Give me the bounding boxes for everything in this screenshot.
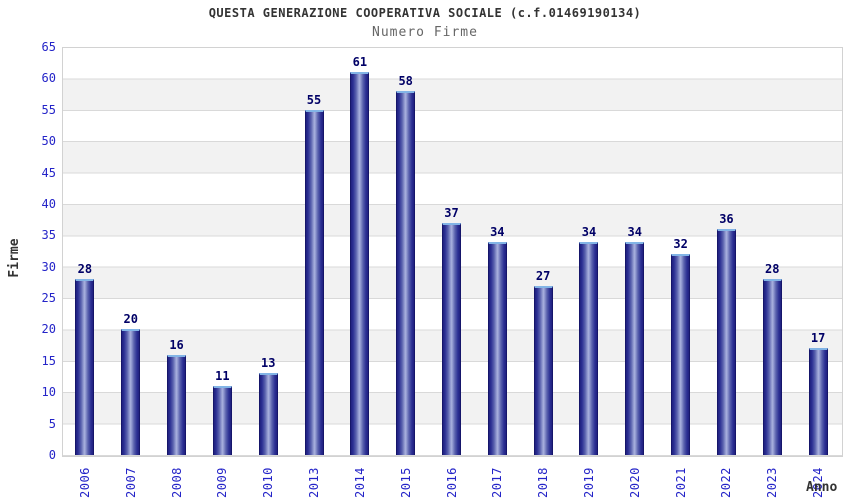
bar[interactable] bbox=[75, 279, 95, 455]
y-axis-title: Firme bbox=[7, 238, 22, 278]
x-tick-label: 2023 bbox=[765, 467, 780, 498]
bar[interactable] bbox=[304, 109, 324, 455]
bar[interactable] bbox=[762, 279, 782, 455]
bar[interactable] bbox=[258, 373, 278, 455]
x-tick-label: 2015 bbox=[398, 467, 413, 498]
x-tick-label: 2009 bbox=[215, 467, 230, 498]
x-tick-label: 2018 bbox=[536, 467, 551, 498]
y-tick-label: 45 bbox=[41, 165, 56, 180]
bar[interactable] bbox=[121, 329, 141, 455]
x-tick-label: 2008 bbox=[169, 467, 184, 498]
chart-subtitle: Numero Firme bbox=[372, 25, 478, 40]
y-tick-label: 55 bbox=[41, 102, 56, 117]
x-tick-label: 2020 bbox=[627, 467, 642, 498]
x-tick-label: 2016 bbox=[444, 467, 459, 498]
bar[interactable] bbox=[167, 354, 187, 455]
y-tick-label: 60 bbox=[41, 71, 56, 86]
y-tick-label: 40 bbox=[41, 196, 56, 211]
bar[interactable] bbox=[442, 222, 461, 455]
x-tick-label: 2006 bbox=[77, 467, 92, 498]
x-tick-label: 2021 bbox=[673, 467, 688, 498]
bar[interactable] bbox=[212, 385, 232, 455]
x-tick-label: 2007 bbox=[123, 467, 138, 498]
bar[interactable] bbox=[808, 348, 828, 455]
x-tick-label: 2019 bbox=[581, 467, 596, 498]
bar[interactable] bbox=[487, 241, 507, 455]
y-tick-label: 65 bbox=[41, 40, 56, 54]
x-tick-label: 2010 bbox=[261, 467, 276, 498]
y-tick-label: 10 bbox=[41, 385, 56, 400]
y-tick-label: 0 bbox=[48, 448, 56, 462]
bar[interactable] bbox=[671, 254, 691, 455]
bar[interactable] bbox=[716, 229, 736, 455]
y-tick-label: 25 bbox=[41, 291, 56, 306]
bar[interactable] bbox=[350, 72, 370, 455]
x-tick-label: 2017 bbox=[490, 467, 505, 498]
y-tick-label: 50 bbox=[41, 134, 56, 149]
bar[interactable] bbox=[533, 285, 553, 455]
y-tick-label: 15 bbox=[41, 353, 56, 368]
chart-title: QUESTA GENERAZIONE COOPERATIVA SOCIALE (… bbox=[208, 6, 642, 20]
bar[interactable] bbox=[579, 241, 599, 455]
x-axis-title: Anno bbox=[806, 480, 838, 495]
x-tick-label: 2013 bbox=[307, 467, 322, 498]
x-tick-label: 2022 bbox=[719, 467, 734, 498]
bar[interactable] bbox=[625, 241, 645, 455]
bar[interactable] bbox=[396, 90, 416, 455]
y-tick-label: 20 bbox=[41, 322, 56, 337]
y-tick-label: 5 bbox=[48, 416, 56, 431]
x-tick-label: 2014 bbox=[352, 467, 367, 498]
